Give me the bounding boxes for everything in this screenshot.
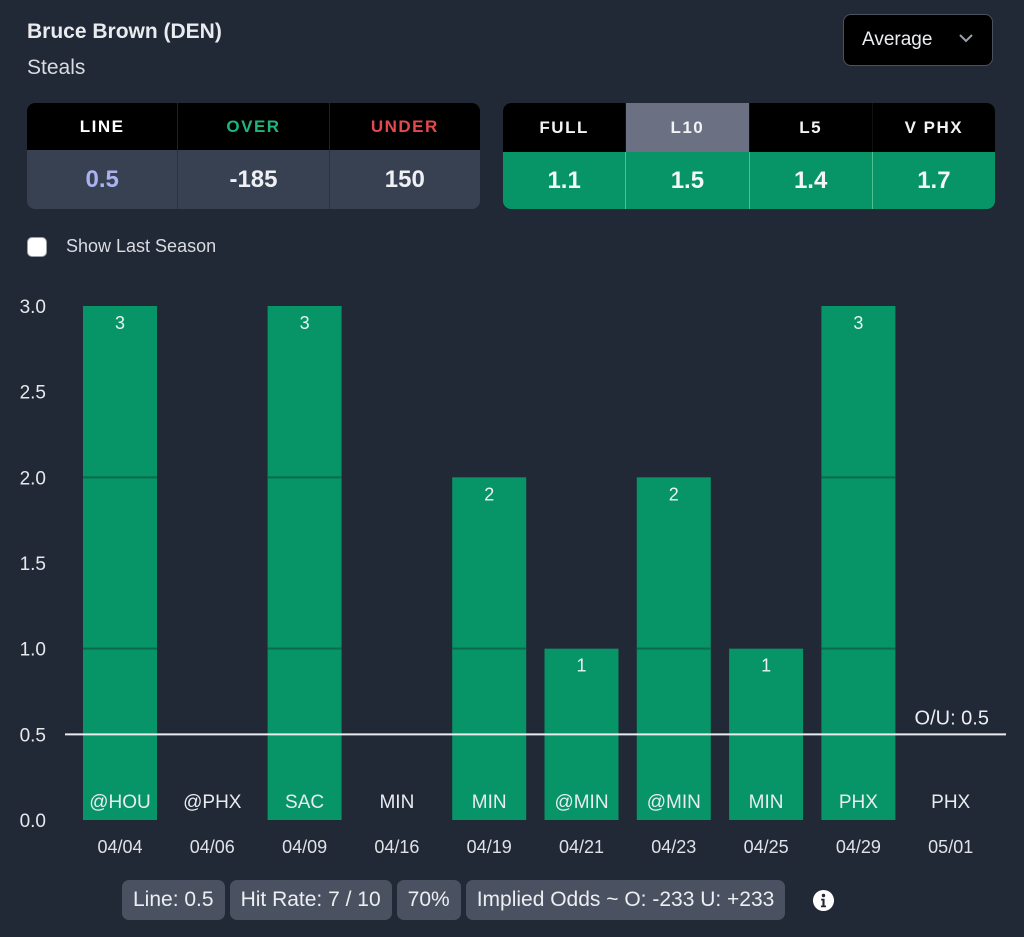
bar-value-label: 2 — [484, 484, 494, 504]
dropdown-selected: Average — [862, 29, 933, 50]
chevron-down-icon — [959, 34, 973, 43]
avg-value-l10: 1.5 — [626, 152, 750, 209]
average-dropdown[interactable]: Average — [843, 14, 993, 66]
show-last-season-label: Show Last Season — [66, 236, 217, 256]
x-tick-label: 04/23 — [651, 837, 696, 857]
x-tick-label: 04/09 — [282, 837, 327, 857]
avg-value-full: 1.1 — [503, 152, 627, 209]
tab-full[interactable]: FULL — [503, 103, 627, 152]
bar — [821, 306, 896, 820]
y-tick-label: 0.0 — [20, 811, 46, 832]
show-last-season-checkbox[interactable] — [27, 236, 47, 257]
bar-value-label: 2 — [669, 484, 679, 504]
odds-table-header: LINE OVER UNDER — [27, 103, 480, 150]
steals-bar-chart: 0.0 0.5 1.0 1.5 2.0 2.5 3.0 3 @HOU 04/04 @PHX 04/06… — [20, 297, 1006, 857]
opponent-label: SAC — [285, 792, 324, 813]
x-tick-label: 04/25 — [744, 837, 789, 857]
odds-value-under: 150 — [384, 165, 425, 193]
average-table-tabs: FULL L10 L5 V PHX — [503, 103, 995, 152]
opponent-label: PHX — [931, 792, 970, 813]
line-pill: Line: 0.5 — [122, 880, 225, 920]
odds-header-line: LINE — [27, 103, 179, 150]
bar-value-label: 1 — [761, 656, 771, 676]
tab-l5[interactable]: L5 — [750, 103, 873, 152]
bar-value-label: 3 — [853, 313, 863, 333]
show-last-season-toggle[interactable]: Show Last Season — [27, 236, 216, 257]
odds-header-under: UNDER — [370, 116, 439, 136]
opponent-label: PHX — [839, 792, 878, 813]
bar — [83, 306, 157, 820]
x-tick-label: 04/19 — [467, 837, 512, 857]
stat-subtitle: Steals — [27, 56, 86, 79]
y-tick-label: 0.5 — [20, 725, 46, 746]
opponent-label: @HOU — [89, 792, 151, 813]
opponent-label: MIN — [749, 792, 784, 813]
hit-rate-pill: Hit Rate: 7 / 10 — [229, 880, 392, 920]
opponent-label: MIN — [379, 792, 414, 813]
over-under-label: O/U: 0.5 — [915, 707, 989, 729]
bar-value-label: 1 — [576, 656, 586, 676]
y-tick-label: 1.5 — [20, 554, 46, 575]
opponent-label: @PHX — [183, 792, 242, 813]
implied-odds-pill: Implied Odds ~ O: -233 U: +233 — [465, 880, 786, 920]
avg-value-v-phx: 1.7 — [917, 166, 951, 194]
x-tick-label: 04/16 — [374, 837, 419, 857]
opponent-label: MIN — [472, 792, 507, 813]
info-icon[interactable] — [812, 889, 835, 912]
odds-table-values: 0.5 -185 150 — [27, 150, 480, 209]
tab-v-phx[interactable]: V PHX — [904, 117, 964, 137]
y-tick-label: 2.5 — [20, 383, 46, 404]
odds-value-line: 0.5 — [27, 150, 179, 209]
bar-value-label: 3 — [115, 313, 125, 333]
tab-l10[interactable]: L10 — [626, 103, 750, 152]
bar-value-label: 3 — [300, 313, 310, 333]
opponent-label: @MIN — [554, 792, 608, 813]
opponent-label: @MIN — [647, 792, 701, 813]
avg-value-l5: 1.4 — [750, 152, 873, 209]
player-title: Bruce Brown (DEN) — [27, 20, 222, 43]
bar — [267, 306, 342, 820]
odds-value-over: -185 — [178, 150, 330, 209]
x-tick-label: 04/29 — [836, 837, 881, 857]
average-table: FULL L10 L5 V PHX 1.1 1.5 1.4 1.7 — [503, 103, 995, 209]
x-tick-label: 04/21 — [559, 837, 604, 857]
summary-footer: Line: 0.5 Hit Rate: 7 / 10 70% Implied O… — [122, 880, 835, 920]
y-tick-label: 1.0 — [20, 640, 46, 661]
x-tick-label: 04/06 — [190, 837, 235, 857]
odds-table: LINE OVER UNDER 0.5 -185 150 — [27, 103, 480, 209]
y-tick-label: 2.0 — [20, 468, 46, 489]
x-tick-label: 04/04 — [97, 837, 142, 857]
y-tick-label: 3.0 — [20, 297, 46, 318]
average-table-values: 1.1 1.5 1.4 1.7 — [503, 152, 995, 209]
odds-header-over: OVER — [178, 103, 330, 150]
x-tick-label: 05/01 — [928, 837, 973, 857]
hit-percent-pill: 70% — [396, 880, 461, 920]
